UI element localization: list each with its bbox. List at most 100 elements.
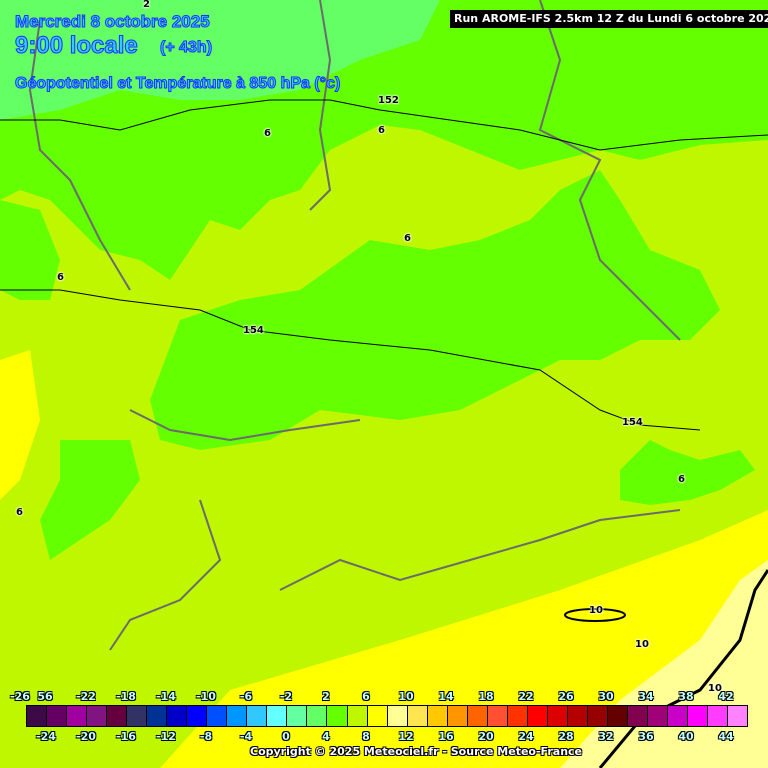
borders xyxy=(28,0,681,651)
contour-label: 10 xyxy=(589,605,603,616)
scale-swatch xyxy=(567,706,588,726)
scale-label: 42 xyxy=(718,690,734,703)
scale-label: 26 xyxy=(558,690,574,703)
scale-swatch xyxy=(708,706,729,726)
contour-label: 6 xyxy=(57,272,64,283)
forecast-date: Mercredi 8 octobre 2025 xyxy=(15,12,211,32)
scale-label: 12 xyxy=(398,730,414,743)
scale-label: -12 xyxy=(156,730,176,743)
scale-swatch xyxy=(607,706,628,726)
scale-label: -6 xyxy=(239,690,253,703)
run-info: Run AROME-IFS 2.5km 12 Z du Lundi 6 octo… xyxy=(450,10,768,28)
scale-swatch xyxy=(507,706,528,726)
scale-label: 36 xyxy=(638,730,654,743)
contour-label: 10 xyxy=(635,639,649,650)
scale-label: -14 xyxy=(156,690,176,703)
scale-label: 0 xyxy=(282,730,290,743)
scale-label: -20 xyxy=(76,730,96,743)
scale-swatch xyxy=(67,706,88,726)
scale-label: -26 xyxy=(10,690,30,703)
color-scale xyxy=(26,705,748,727)
scale-label: -22 xyxy=(76,690,96,703)
scale-swatch xyxy=(207,706,228,726)
zone-10-12-south xyxy=(160,510,768,768)
copyright: Copyright © 2025 Meteociel.fr - Source M… xyxy=(250,745,583,758)
scale-label: 38 xyxy=(678,690,694,703)
parameter-title: Géopotentiel et Température à 850 hPa (°… xyxy=(14,75,341,93)
scale-label: 4 xyxy=(322,730,330,743)
scale-label: 6 xyxy=(362,690,370,703)
scale-swatch xyxy=(167,706,188,726)
scale-swatch xyxy=(387,706,408,726)
scale-label: 44 xyxy=(718,730,734,743)
scale-label: 22 xyxy=(518,690,534,703)
scale-label: 40 xyxy=(678,730,694,743)
scale-swatch xyxy=(27,706,48,726)
scale-swatch xyxy=(668,706,689,726)
scale-label: -18 xyxy=(116,690,136,703)
scale-label: 10 xyxy=(398,690,414,703)
scale-label: -2 xyxy=(279,690,293,703)
scale-swatch xyxy=(87,706,108,726)
zone-6-8-east xyxy=(620,440,755,505)
scale-swatch xyxy=(647,706,668,726)
contour-label: 6 xyxy=(16,507,23,518)
zone-10-12-west xyxy=(0,350,40,500)
scale-swatch xyxy=(267,706,288,726)
contour-label: 6 xyxy=(264,128,271,139)
scale-label: 8 xyxy=(362,730,370,743)
coastline xyxy=(598,569,768,768)
contour-label: 6 xyxy=(678,474,685,485)
scale-swatch xyxy=(527,706,548,726)
scale-swatch xyxy=(467,706,488,726)
scale-label: 14 xyxy=(438,690,454,703)
scale-label: 18 xyxy=(478,690,494,703)
scale-label: -8 xyxy=(199,730,213,743)
scale-swatch xyxy=(407,706,428,726)
contour-label: 152 xyxy=(378,95,399,106)
scale-label: -10 xyxy=(196,690,216,703)
scale-swatch xyxy=(547,706,568,726)
scale-label: -4 xyxy=(239,730,253,743)
scale-swatch xyxy=(487,706,508,726)
scale-swatch xyxy=(107,706,128,726)
scale-swatch xyxy=(347,706,368,726)
scale-swatch xyxy=(287,706,308,726)
scale-swatch xyxy=(327,706,348,726)
contour-label: 154 xyxy=(243,325,264,336)
scale-label: 20 xyxy=(478,730,494,743)
zone-6-8-west xyxy=(0,200,60,300)
scale-swatch xyxy=(307,706,328,726)
scale-swatch xyxy=(688,706,709,726)
scale-swatch xyxy=(427,706,448,726)
scale-label: -24 xyxy=(36,730,56,743)
scale-swatch xyxy=(447,706,468,726)
scale-swatch xyxy=(247,706,268,726)
contour-label: 2 xyxy=(143,0,150,10)
forecast-time: 9:00 locale xyxy=(15,32,139,60)
island-outline xyxy=(564,608,626,622)
scale-swatch xyxy=(367,706,388,726)
scale-label: 32 xyxy=(598,730,614,743)
scale-label: 30 xyxy=(598,690,614,703)
scale-swatch xyxy=(627,706,648,726)
scale-label: 2 xyxy=(322,690,330,703)
contour-label: 6 xyxy=(404,233,411,244)
scale-label: 56 xyxy=(37,690,53,703)
scale-swatch xyxy=(47,706,68,726)
scale-swatch xyxy=(147,706,168,726)
contour-label: 154 xyxy=(622,417,643,428)
zone-6-8-central xyxy=(150,170,720,450)
scale-swatch xyxy=(587,706,608,726)
zone-light-green xyxy=(0,0,440,120)
scale-swatch xyxy=(728,706,748,726)
scale-label: 24 xyxy=(518,730,534,743)
scale-label: 34 xyxy=(638,690,654,703)
scale-swatch xyxy=(227,706,248,726)
scale-swatch xyxy=(127,706,148,726)
scale-swatch xyxy=(187,706,208,726)
contour-label: 6 xyxy=(378,125,385,136)
contour-label: 10 xyxy=(708,683,722,694)
scale-label: -16 xyxy=(116,730,136,743)
